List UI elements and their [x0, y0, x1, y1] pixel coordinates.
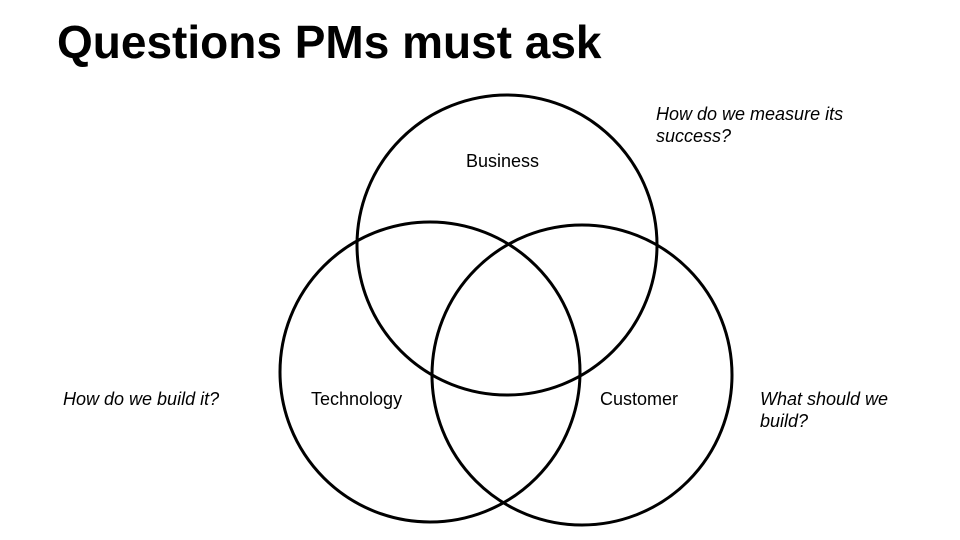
- technology-label: Technology: [311, 389, 403, 409]
- business-question-line-2: success?: [656, 126, 732, 146]
- slide-title: Questions PMs must ask: [57, 16, 602, 68]
- customer-label: Customer: [600, 389, 679, 409]
- business-question-line-1: How do we measure its: [656, 104, 844, 124]
- customer-circle: [430, 223, 734, 527]
- technology-question-line-1: How do we build it?: [63, 389, 220, 409]
- customer-question: What should we build?: [760, 388, 888, 432]
- business-question: How do we measure its success?: [656, 103, 843, 147]
- technology-question: How do we build it?: [63, 388, 219, 410]
- technology-circle: [278, 220, 582, 524]
- customer-question-line-2: build?: [760, 411, 809, 431]
- customer-question-line-1: What should we: [760, 389, 889, 409]
- business-label: Business: [466, 151, 540, 171]
